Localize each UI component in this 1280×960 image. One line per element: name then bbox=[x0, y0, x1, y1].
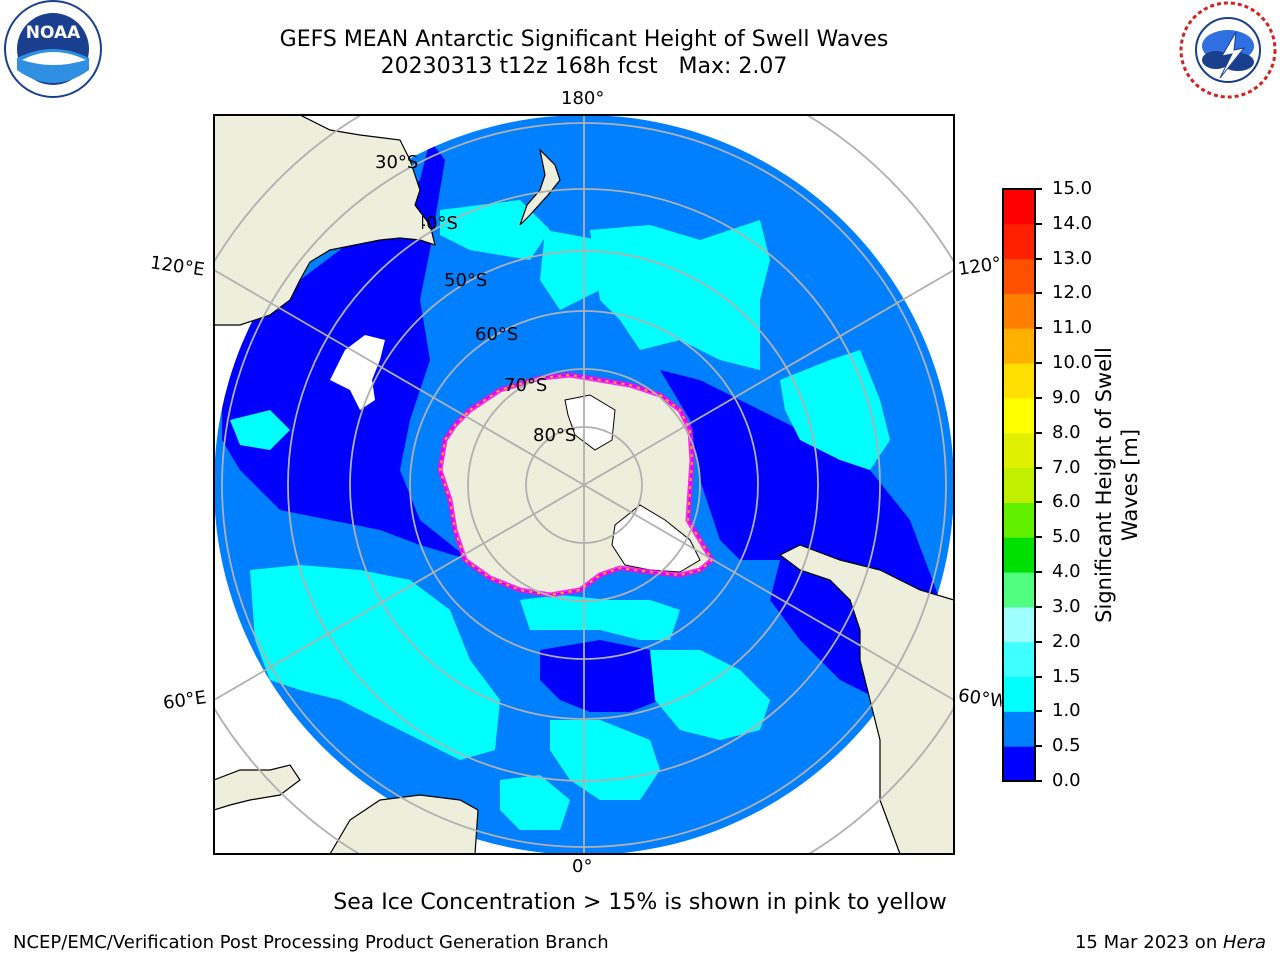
colorbar-tick-label: 12.0 bbox=[1052, 282, 1093, 304]
new-zealand-land bbox=[519, 148, 561, 226]
colorbar-tick-mark bbox=[1036, 292, 1042, 295]
colorbar-tick-mark bbox=[1036, 571, 1042, 574]
colorbar-tick-mark bbox=[1036, 431, 1042, 434]
colorbar-tick-mark bbox=[1036, 501, 1042, 504]
lat-label-50s: 50°S bbox=[444, 270, 488, 291]
nws-logo bbox=[1179, 1, 1277, 99]
colorbar-tick-label: 15.0 bbox=[1052, 178, 1093, 199]
colorbar-step bbox=[1003, 537, 1035, 573]
colorbar-step bbox=[1003, 363, 1035, 399]
colorbar-tick-mark bbox=[1036, 257, 1042, 260]
colorbar bbox=[1002, 188, 1036, 782]
colorbar-step bbox=[1003, 502, 1035, 538]
colorbar-tick-mark bbox=[1036, 605, 1042, 608]
colorbar-step bbox=[1003, 223, 1035, 260]
colorbar-tick-mark bbox=[1036, 640, 1042, 643]
colorbar-tick-label: 14.0 bbox=[1052, 212, 1093, 234]
lat-label-80s: 80°S bbox=[533, 425, 577, 446]
lon-label-180: 180° bbox=[561, 88, 605, 109]
footer-date: 15 Mar 2023 on Hera bbox=[1075, 932, 1266, 953]
colorbar-step bbox=[1003, 572, 1035, 608]
map-frame bbox=[213, 114, 955, 855]
colorbar-step bbox=[1003, 258, 1035, 294]
noaa-logo: NOAA bbox=[4, 0, 102, 98]
colorbar-tick-mark bbox=[1036, 362, 1042, 365]
colorbar-step bbox=[1003, 746, 1035, 782]
high-swell-regions bbox=[230, 200, 890, 830]
colorbar-tick-label: 1.5 bbox=[1052, 665, 1081, 687]
footer-date-text: 15 Mar 2023 on bbox=[1074, 932, 1223, 953]
colorbar-tick-label: 11.0 bbox=[1052, 317, 1093, 339]
colorbar-step bbox=[1003, 467, 1035, 503]
colorbar-step bbox=[1003, 189, 1035, 225]
colorbar-tick-mark bbox=[1036, 710, 1042, 713]
graticule bbox=[214, 115, 954, 854]
map-subtitle: 20230313 t12z 168h fcst Max: 2.07 bbox=[380, 54, 788, 79]
lon-label-120e: 120°E bbox=[148, 252, 206, 281]
colorbar-tick-mark bbox=[1036, 188, 1042, 190]
lat-label-30s: 30°S bbox=[375, 152, 419, 173]
lon-label-60w: 60°W bbox=[956, 685, 1004, 712]
colorbar-tick-label: 4.0 bbox=[1052, 561, 1081, 583]
colorbar-tick-label: 0.0 bbox=[1052, 770, 1081, 791]
colorbar-tick-mark bbox=[1036, 466, 1042, 469]
continents bbox=[214, 115, 954, 854]
colorbar-step bbox=[1003, 293, 1035, 329]
africa-land bbox=[329, 794, 479, 854]
colorbar-step bbox=[1003, 328, 1035, 364]
colorbar-tick-label: 2.0 bbox=[1052, 630, 1081, 652]
polar-map bbox=[213, 114, 955, 855]
lat-label-60s: 60°S bbox=[475, 324, 519, 345]
colorbar-tick-label: 10.0 bbox=[1052, 352, 1093, 374]
colorbar-tick-label: 5.0 bbox=[1052, 526, 1081, 548]
sea-ice-note: Sea Ice Concentration > 15% is shown in … bbox=[333, 890, 947, 915]
colorbar-tick-mark bbox=[1036, 327, 1042, 330]
colorbar-tick-label: 9.0 bbox=[1052, 386, 1081, 408]
colorbar-step bbox=[1003, 641, 1035, 678]
colorbar-step bbox=[1003, 432, 1035, 469]
colorbar-step bbox=[1003, 676, 1035, 712]
colorbar-tick-label: 7.0 bbox=[1052, 456, 1081, 478]
colorbar-tick-mark bbox=[1036, 675, 1042, 678]
weddell-ice-shelf bbox=[611, 504, 701, 573]
lon-label-60e: 60°E bbox=[161, 687, 208, 714]
ross-ice-shelf bbox=[564, 394, 616, 451]
colorbar-label: Significant Height of Swell Waves [m] bbox=[1092, 347, 1142, 623]
colorbar-tick-label: 1.0 bbox=[1052, 700, 1081, 722]
colorbar-tick-label: 6.0 bbox=[1052, 491, 1081, 513]
colorbar-tick-mark bbox=[1036, 396, 1042, 399]
colorbar-tick-mark bbox=[1036, 536, 1042, 539]
lat-label-70s: 70°S bbox=[504, 375, 548, 396]
footer-credit: NCEP/EMC/Verification Post Processing Pr… bbox=[13, 932, 609, 953]
madagascar-land bbox=[214, 764, 301, 811]
colorbar-tick-label: 0.5 bbox=[1052, 735, 1081, 757]
lon-label-120w: 120°W bbox=[956, 253, 1004, 280]
colorbar-step bbox=[1003, 711, 1035, 747]
lat-label-40s: 40°S bbox=[422, 213, 458, 234]
colorbar-tick-mark bbox=[1036, 222, 1042, 225]
colorbar-tick-mark bbox=[1036, 780, 1042, 782]
map-title: GEFS MEAN Antarctic Significant Height o… bbox=[279, 27, 889, 52]
colorbar-tick-label: 13.0 bbox=[1052, 247, 1093, 269]
colorbar-tick-label: 8.0 bbox=[1052, 421, 1081, 443]
colorbar-tick-mark bbox=[1036, 745, 1042, 748]
colorbar-step bbox=[1003, 606, 1035, 643]
colorbar-step bbox=[1003, 397, 1035, 434]
sea-ice-edge-inner bbox=[438, 373, 714, 597]
no-data-patch bbox=[330, 335, 385, 410]
colorbar-tick-label: 3.0 bbox=[1052, 595, 1081, 617]
footer-host: Hera bbox=[1222, 932, 1266, 953]
noaa-logo-text: NOAA bbox=[26, 23, 81, 43]
south-america-land bbox=[778, 544, 954, 854]
lon-label-0: 0° bbox=[572, 856, 593, 877]
